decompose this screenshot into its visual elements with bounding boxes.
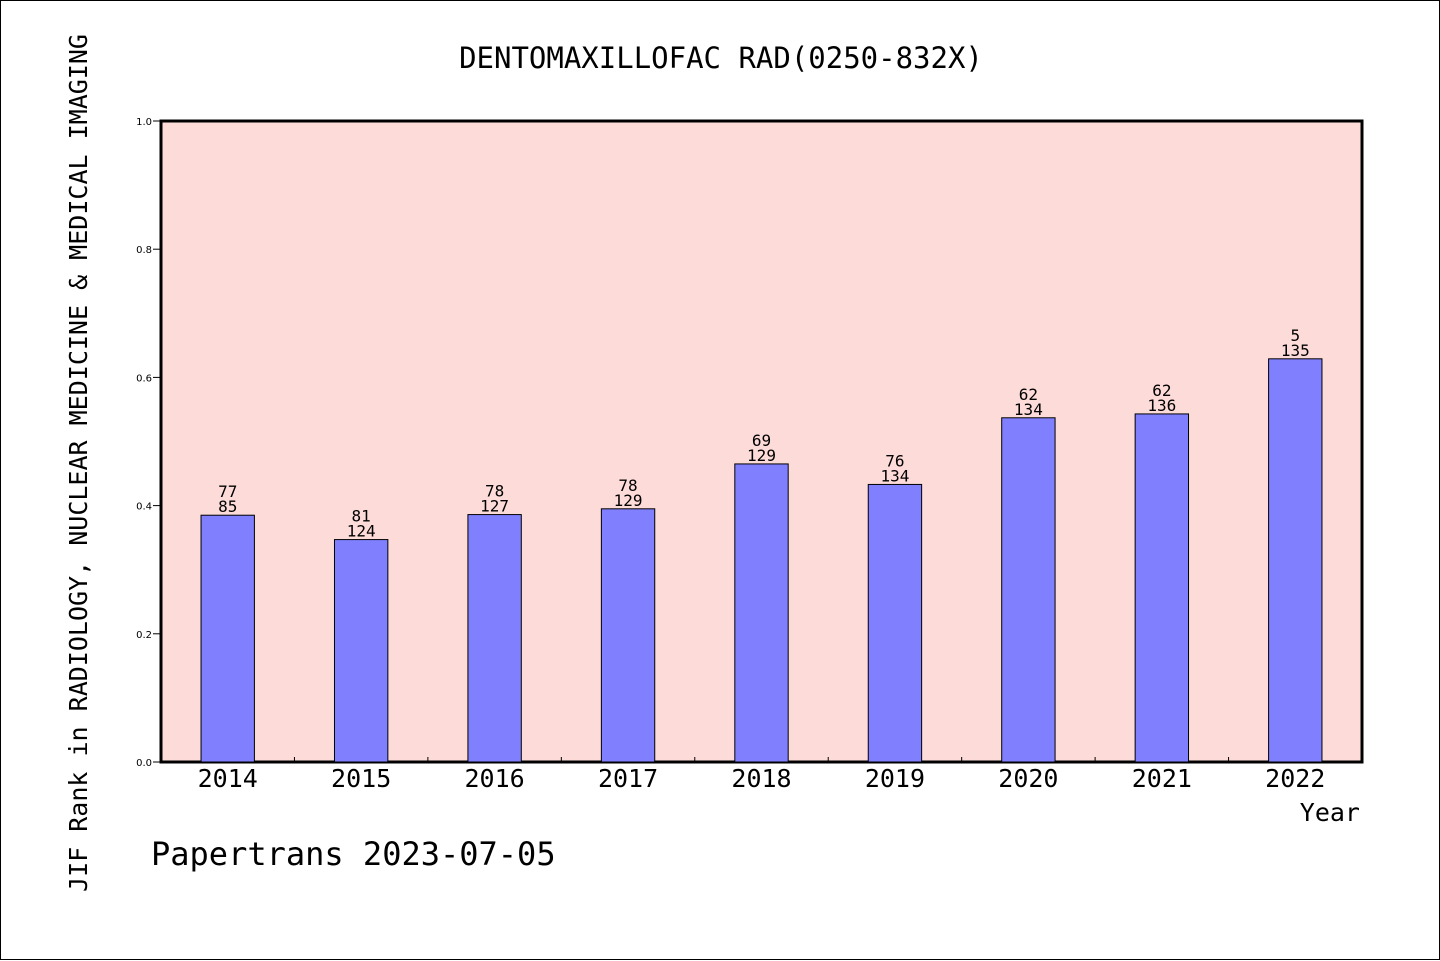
bar-label-rank: 5 (1290, 326, 1300, 345)
bar-label-rank: 76 (885, 451, 904, 470)
y-axis-label: JIF Rank in RADIOLOGY, NUCLEAR MEDICINE … (64, 34, 93, 892)
y-tick-label: 1.0 (136, 117, 152, 128)
footer-text: Papertrans 2023-07-05 (151, 835, 556, 873)
x-tick-label: 2020 (998, 764, 1058, 793)
x-tick-label: 2015 (331, 764, 391, 793)
bar (467, 514, 522, 763)
chart-title: DENTOMAXILLOFAC RAD(0250-832X) (459, 41, 983, 75)
y-tick-label: 0.4 (136, 502, 152, 513)
bar-label-total: 85 (218, 497, 237, 516)
bar-label-rank: 62 (1152, 381, 1171, 400)
bar (1134, 413, 1190, 763)
bar-label-total: 124 (347, 522, 376, 541)
y-tick-label: 0.8 (136, 245, 152, 256)
x-tick-label: 2021 (1132, 764, 1192, 793)
bar-label-total: 136 (1147, 396, 1176, 415)
bar-label-rank: 81 (352, 507, 371, 526)
bar (333, 539, 389, 763)
bar-label-total: 129 (747, 446, 776, 465)
bar-label-total: 134 (880, 466, 909, 485)
x-axis-label: Year (1300, 798, 1360, 827)
bar-label-rank: 62 (1019, 385, 1038, 404)
x-tick-label: 2022 (1265, 764, 1325, 793)
x-tick-label: 2016 (465, 764, 525, 793)
bar-label-total: 135 (1281, 341, 1310, 360)
bar (1268, 358, 1323, 763)
bars (200, 358, 1323, 763)
bar-label-rank: 78 (618, 476, 637, 495)
bar-label-total: 134 (1014, 400, 1043, 419)
y-tick-label: 0.2 (136, 630, 152, 641)
x-tick-label: 2019 (865, 764, 925, 793)
bar-label-rank: 77 (218, 482, 237, 501)
bar-label-total: 129 (614, 491, 643, 510)
y-tick-label: 0.0 (136, 758, 152, 769)
bar-label-rank: 78 (485, 482, 504, 501)
bar (867, 483, 923, 763)
y-axis-ticks: 0.0 0.2 0.4 0.6 0.8 1.0 (136, 117, 161, 769)
x-tick-label: 2017 (598, 764, 658, 793)
y-tick-label: 0.6 (136, 373, 152, 384)
bar (1001, 417, 1056, 763)
x-tick-label: 2018 (731, 764, 791, 793)
x-tick-label: 2014 (198, 764, 258, 793)
bar-label-total: 127 (480, 497, 509, 516)
bar (600, 508, 656, 763)
x-axis-ticks: 2014 2015 2016 2017 2018 2019 2020 2021 2022 (198, 757, 1325, 793)
bar-label-rank: 69 (752, 431, 771, 450)
bar (734, 463, 789, 763)
bar (200, 514, 255, 763)
